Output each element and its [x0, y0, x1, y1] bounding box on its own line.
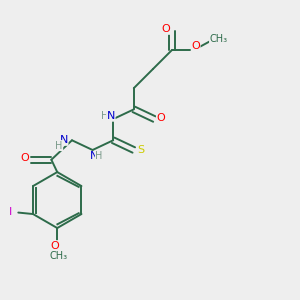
Text: CH₃: CH₃ [50, 251, 68, 261]
Text: H: H [95, 152, 103, 161]
Text: N: N [107, 111, 115, 121]
Text: H: H [101, 111, 109, 121]
Text: H: H [55, 141, 63, 151]
Text: I: I [9, 207, 12, 217]
Text: S: S [138, 145, 145, 155]
Text: CH₃: CH₃ [209, 34, 228, 44]
Text: N: N [90, 152, 98, 161]
Text: N: N [59, 135, 68, 145]
Text: O: O [162, 24, 171, 34]
Text: O: O [157, 112, 165, 123]
Text: O: O [191, 41, 200, 51]
Text: O: O [20, 153, 29, 163]
Text: O: O [50, 241, 59, 251]
